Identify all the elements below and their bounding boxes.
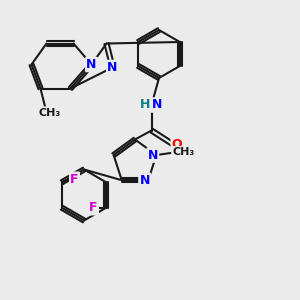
Text: H: H: [140, 98, 150, 112]
Text: F: F: [89, 201, 98, 214]
Text: O: O: [172, 137, 182, 151]
Text: N: N: [107, 61, 118, 74]
Text: CH₃: CH₃: [38, 107, 61, 118]
Text: CH₃: CH₃: [172, 147, 194, 157]
Text: N: N: [86, 58, 97, 71]
Text: N: N: [152, 98, 162, 112]
Text: N: N: [140, 174, 150, 187]
Text: N: N: [148, 148, 158, 161]
Text: F: F: [70, 173, 79, 186]
